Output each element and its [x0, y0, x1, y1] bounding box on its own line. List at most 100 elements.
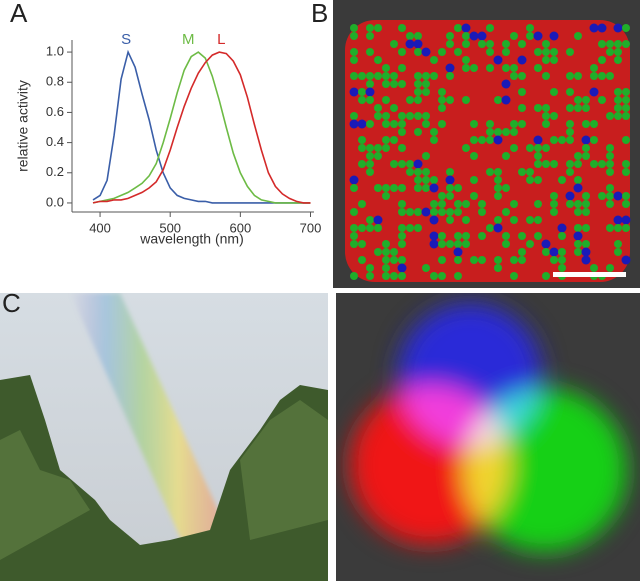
cone [350, 272, 358, 280]
y-tick-label: 1.0 [46, 44, 64, 59]
cone [430, 136, 438, 144]
cone [366, 32, 374, 40]
cone [582, 224, 590, 232]
cone [350, 224, 358, 232]
cone [438, 232, 446, 240]
cone [366, 80, 374, 88]
cone [398, 272, 406, 280]
cone [614, 248, 622, 256]
cone [486, 136, 494, 144]
cone [430, 72, 438, 80]
cone [606, 144, 614, 152]
cone [382, 184, 390, 192]
cone [533, 31, 543, 41]
cone [422, 88, 430, 96]
cone [613, 23, 623, 33]
cone [510, 32, 518, 40]
cone [614, 56, 622, 64]
cone [422, 176, 430, 184]
cone [493, 135, 503, 145]
cone [502, 208, 510, 216]
cone [558, 264, 566, 272]
cone [397, 263, 407, 273]
cone [374, 152, 382, 160]
cone [382, 144, 390, 152]
cone [374, 184, 382, 192]
cone [366, 152, 374, 160]
cone [502, 184, 510, 192]
cone [614, 112, 622, 120]
panel-label: C [2, 288, 21, 318]
cone [398, 240, 406, 248]
cone [566, 120, 574, 128]
cone [382, 240, 390, 248]
cone [446, 216, 454, 224]
cone [502, 48, 510, 56]
cone [350, 208, 358, 216]
cone [590, 160, 598, 168]
cone [510, 256, 518, 264]
cone [534, 144, 542, 152]
cone [518, 72, 526, 80]
cone [398, 64, 406, 72]
cone [462, 144, 470, 152]
cone [366, 224, 374, 232]
cone [382, 80, 390, 88]
cone [494, 256, 502, 264]
panel-label: B [311, 0, 328, 28]
cone [598, 192, 606, 200]
cone [574, 208, 582, 216]
cone [454, 240, 462, 248]
cone [502, 40, 510, 48]
cone [502, 240, 510, 248]
cone [358, 88, 366, 96]
cone [438, 200, 446, 208]
cone [438, 96, 446, 104]
cone [494, 184, 502, 192]
cone [429, 183, 439, 193]
cone [518, 256, 526, 264]
cone [438, 104, 446, 112]
cone [398, 24, 406, 32]
cone [550, 160, 558, 168]
cone [518, 88, 526, 96]
cone [510, 128, 518, 136]
cone [454, 256, 462, 264]
cone [358, 72, 366, 80]
cone [542, 40, 550, 48]
cone [350, 32, 358, 40]
cone [598, 72, 606, 80]
cone [501, 95, 511, 105]
cone [382, 192, 390, 200]
cone [349, 119, 359, 129]
cone [382, 256, 390, 264]
cone [470, 256, 478, 264]
x-tick-label: 700 [300, 220, 322, 235]
cone [398, 80, 406, 88]
cone [486, 168, 494, 176]
cone [390, 120, 398, 128]
cone [542, 248, 550, 256]
cone [470, 136, 478, 144]
cone [550, 192, 558, 200]
cone [446, 40, 454, 48]
cone [422, 152, 430, 160]
series-label: L [217, 31, 225, 48]
cone [526, 240, 534, 248]
cone [501, 79, 511, 89]
cone [550, 208, 558, 216]
cone [390, 184, 398, 192]
cone [566, 72, 574, 80]
cone [534, 48, 542, 56]
cone [349, 175, 359, 185]
cone [358, 144, 366, 152]
cone [382, 96, 390, 104]
cone [414, 168, 422, 176]
cone [454, 272, 462, 280]
cone [510, 120, 518, 128]
cone [470, 192, 478, 200]
cone [390, 40, 398, 48]
cone [614, 88, 622, 96]
cone [534, 232, 542, 240]
cone [398, 224, 406, 232]
